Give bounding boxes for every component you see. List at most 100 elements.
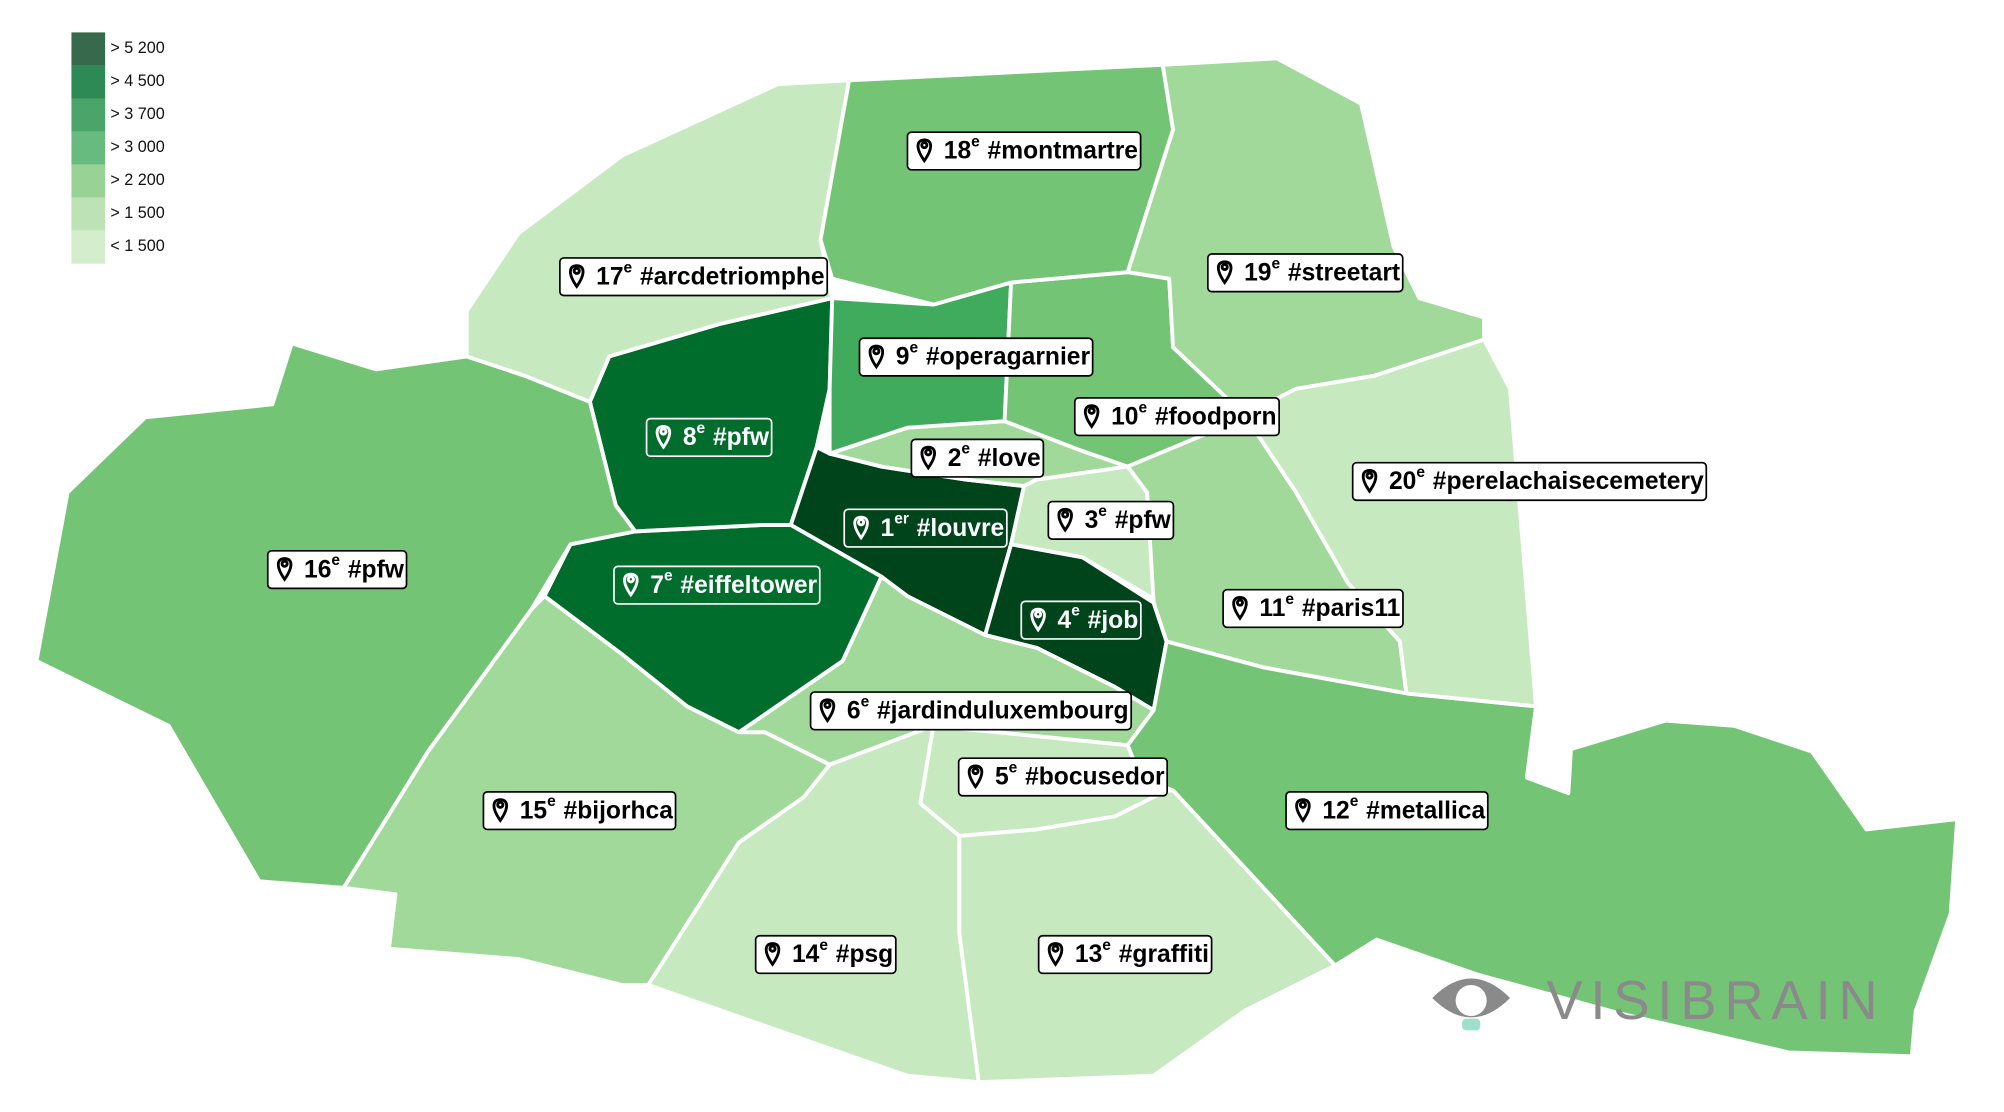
district-label: 11e #paris11 <box>1222 588 1404 629</box>
label-box <box>906 131 1142 171</box>
district-hashtag: #pfw <box>713 424 770 451</box>
pin-icon <box>1216 260 1233 286</box>
district-hashtag: #pfw <box>348 556 405 583</box>
district-name: 10e #foodporn <box>1111 399 1276 429</box>
legend-swatch <box>71 197 106 231</box>
district-number: 4 <box>1058 606 1072 633</box>
legend-label: > 2 200 <box>110 171 164 189</box>
district-hashtag: #streetart <box>1288 259 1400 286</box>
legend: > 5 200 > 4 500 > 3 700 > 3 000 > 2 200 > 1 5… <box>71 32 165 264</box>
district-number: 7 <box>650 571 664 598</box>
label-box <box>1351 461 1708 502</box>
pin-icon <box>764 942 781 967</box>
district-suffix: e <box>331 552 340 569</box>
district-name: 20e #perelachaisecemetery <box>1389 464 1704 494</box>
district-suffix: e <box>624 259 633 276</box>
district-name: 4e #job <box>1058 603 1139 633</box>
label-box <box>1222 588 1404 629</box>
district-number: 16 <box>304 556 331 583</box>
district-suffix: e <box>909 340 918 357</box>
district-hashtag: #operagarnier <box>926 343 1091 370</box>
district-number: 14 <box>792 941 820 968</box>
district-label: 15e #bijorhca <box>482 791 677 831</box>
brand-logo: VISIBRAIN <box>1432 970 1878 1031</box>
pin-icon <box>868 344 885 370</box>
legend-label: > 1 500 <box>110 204 164 222</box>
legend-label: > 3 700 <box>110 105 164 123</box>
pin-icon <box>623 572 639 598</box>
district-name: 3e #pfw <box>1085 503 1172 533</box>
district-number: 17 <box>596 263 623 290</box>
district-name: 2e #love <box>948 441 1041 471</box>
district-label: 5e #bocusedor <box>957 757 1169 797</box>
legend-swatch <box>71 98 106 132</box>
district-number: 6 <box>847 697 861 724</box>
district-label: 6e #jardinduluxembourg <box>809 691 1133 731</box>
legend-swatch <box>71 164 106 198</box>
district-name: 8e #pfw <box>683 420 770 450</box>
district-number: 1 <box>881 514 895 541</box>
district-name: 16e #pfw <box>304 552 405 582</box>
label-box <box>613 565 821 605</box>
pin-icon <box>492 798 509 823</box>
district-number: 15 <box>520 797 547 824</box>
district-suffix: e <box>1285 591 1294 608</box>
district-suffix: e <box>1271 256 1280 273</box>
district-suffix: e <box>971 134 980 151</box>
district-label: 19e #streetart <box>1206 253 1404 293</box>
district-suffix: e <box>1138 399 1147 416</box>
district-name: 5e #bocusedor <box>995 760 1165 790</box>
label-box <box>559 257 829 297</box>
district-label: 3e #pfw <box>1047 500 1175 540</box>
label-box <box>910 438 1045 478</box>
district-hashtag: #job <box>1088 606 1139 633</box>
district-label: 17e #arcdetriomphe <box>559 257 829 297</box>
district-suffix: e <box>664 568 673 585</box>
legend-label: > 5 200 <box>110 39 164 57</box>
district-name: 19e #streetart <box>1244 256 1400 286</box>
label-box <box>1020 600 1142 640</box>
legend-swatch <box>71 65 106 99</box>
district-hashtag: #bocusedor <box>1025 763 1165 790</box>
label-box <box>1285 791 1489 831</box>
logo-drop <box>1462 1018 1481 1031</box>
logo-pupil <box>1455 984 1487 1017</box>
district-suffix: e <box>1098 503 1107 520</box>
pin-icon <box>568 264 585 289</box>
district-label: 10e #foodporn <box>1073 397 1280 437</box>
district-name: 1er #louvre <box>881 511 1005 541</box>
district-hashtag: #bijorhca <box>564 797 674 824</box>
legend-swatch <box>71 230 106 264</box>
district-label: 18e #montmartre <box>906 131 1142 171</box>
pin-icon <box>1057 507 1073 533</box>
district-number: 18 <box>944 137 971 164</box>
district-hashtag: #jardinduluxembourg <box>877 697 1129 724</box>
district-number: 2 <box>948 444 962 471</box>
district-suffix: e <box>861 694 870 711</box>
label-box <box>858 337 1094 377</box>
district-hashtag: #pfw <box>1115 507 1172 534</box>
label-box <box>1047 500 1175 540</box>
district-name: 6e #jardinduluxembourg <box>847 694 1129 724</box>
district-hashtag: #paris11 <box>1302 595 1401 622</box>
district-number: 12 <box>1322 797 1349 824</box>
district-label: 1er #louvre <box>843 508 1008 548</box>
pin-icon <box>1047 942 1064 967</box>
district-label: 7e #eiffeltower <box>613 565 821 605</box>
district-name: 15e #bijorhca <box>520 793 674 823</box>
district-number: 9 <box>896 343 910 370</box>
label-box <box>843 508 1008 548</box>
label-box <box>1073 397 1280 437</box>
district-number: 19 <box>1244 259 1271 286</box>
district-label: 20e #perelachaisecemetery <box>1351 461 1708 502</box>
label-box <box>645 417 773 458</box>
district-hashtag: #metallica <box>1366 797 1485 824</box>
district-hashtag: #eiffeltower <box>680 571 817 598</box>
district-hashtag: #perelachaisecemetery <box>1433 468 1704 495</box>
pin-icon <box>967 764 984 790</box>
district-number: 8 <box>683 424 697 451</box>
pin-icon <box>1083 404 1100 429</box>
district-number: 5 <box>995 763 1009 790</box>
district-hashtag: #montmartre <box>988 137 1138 164</box>
label-box <box>1037 934 1213 975</box>
